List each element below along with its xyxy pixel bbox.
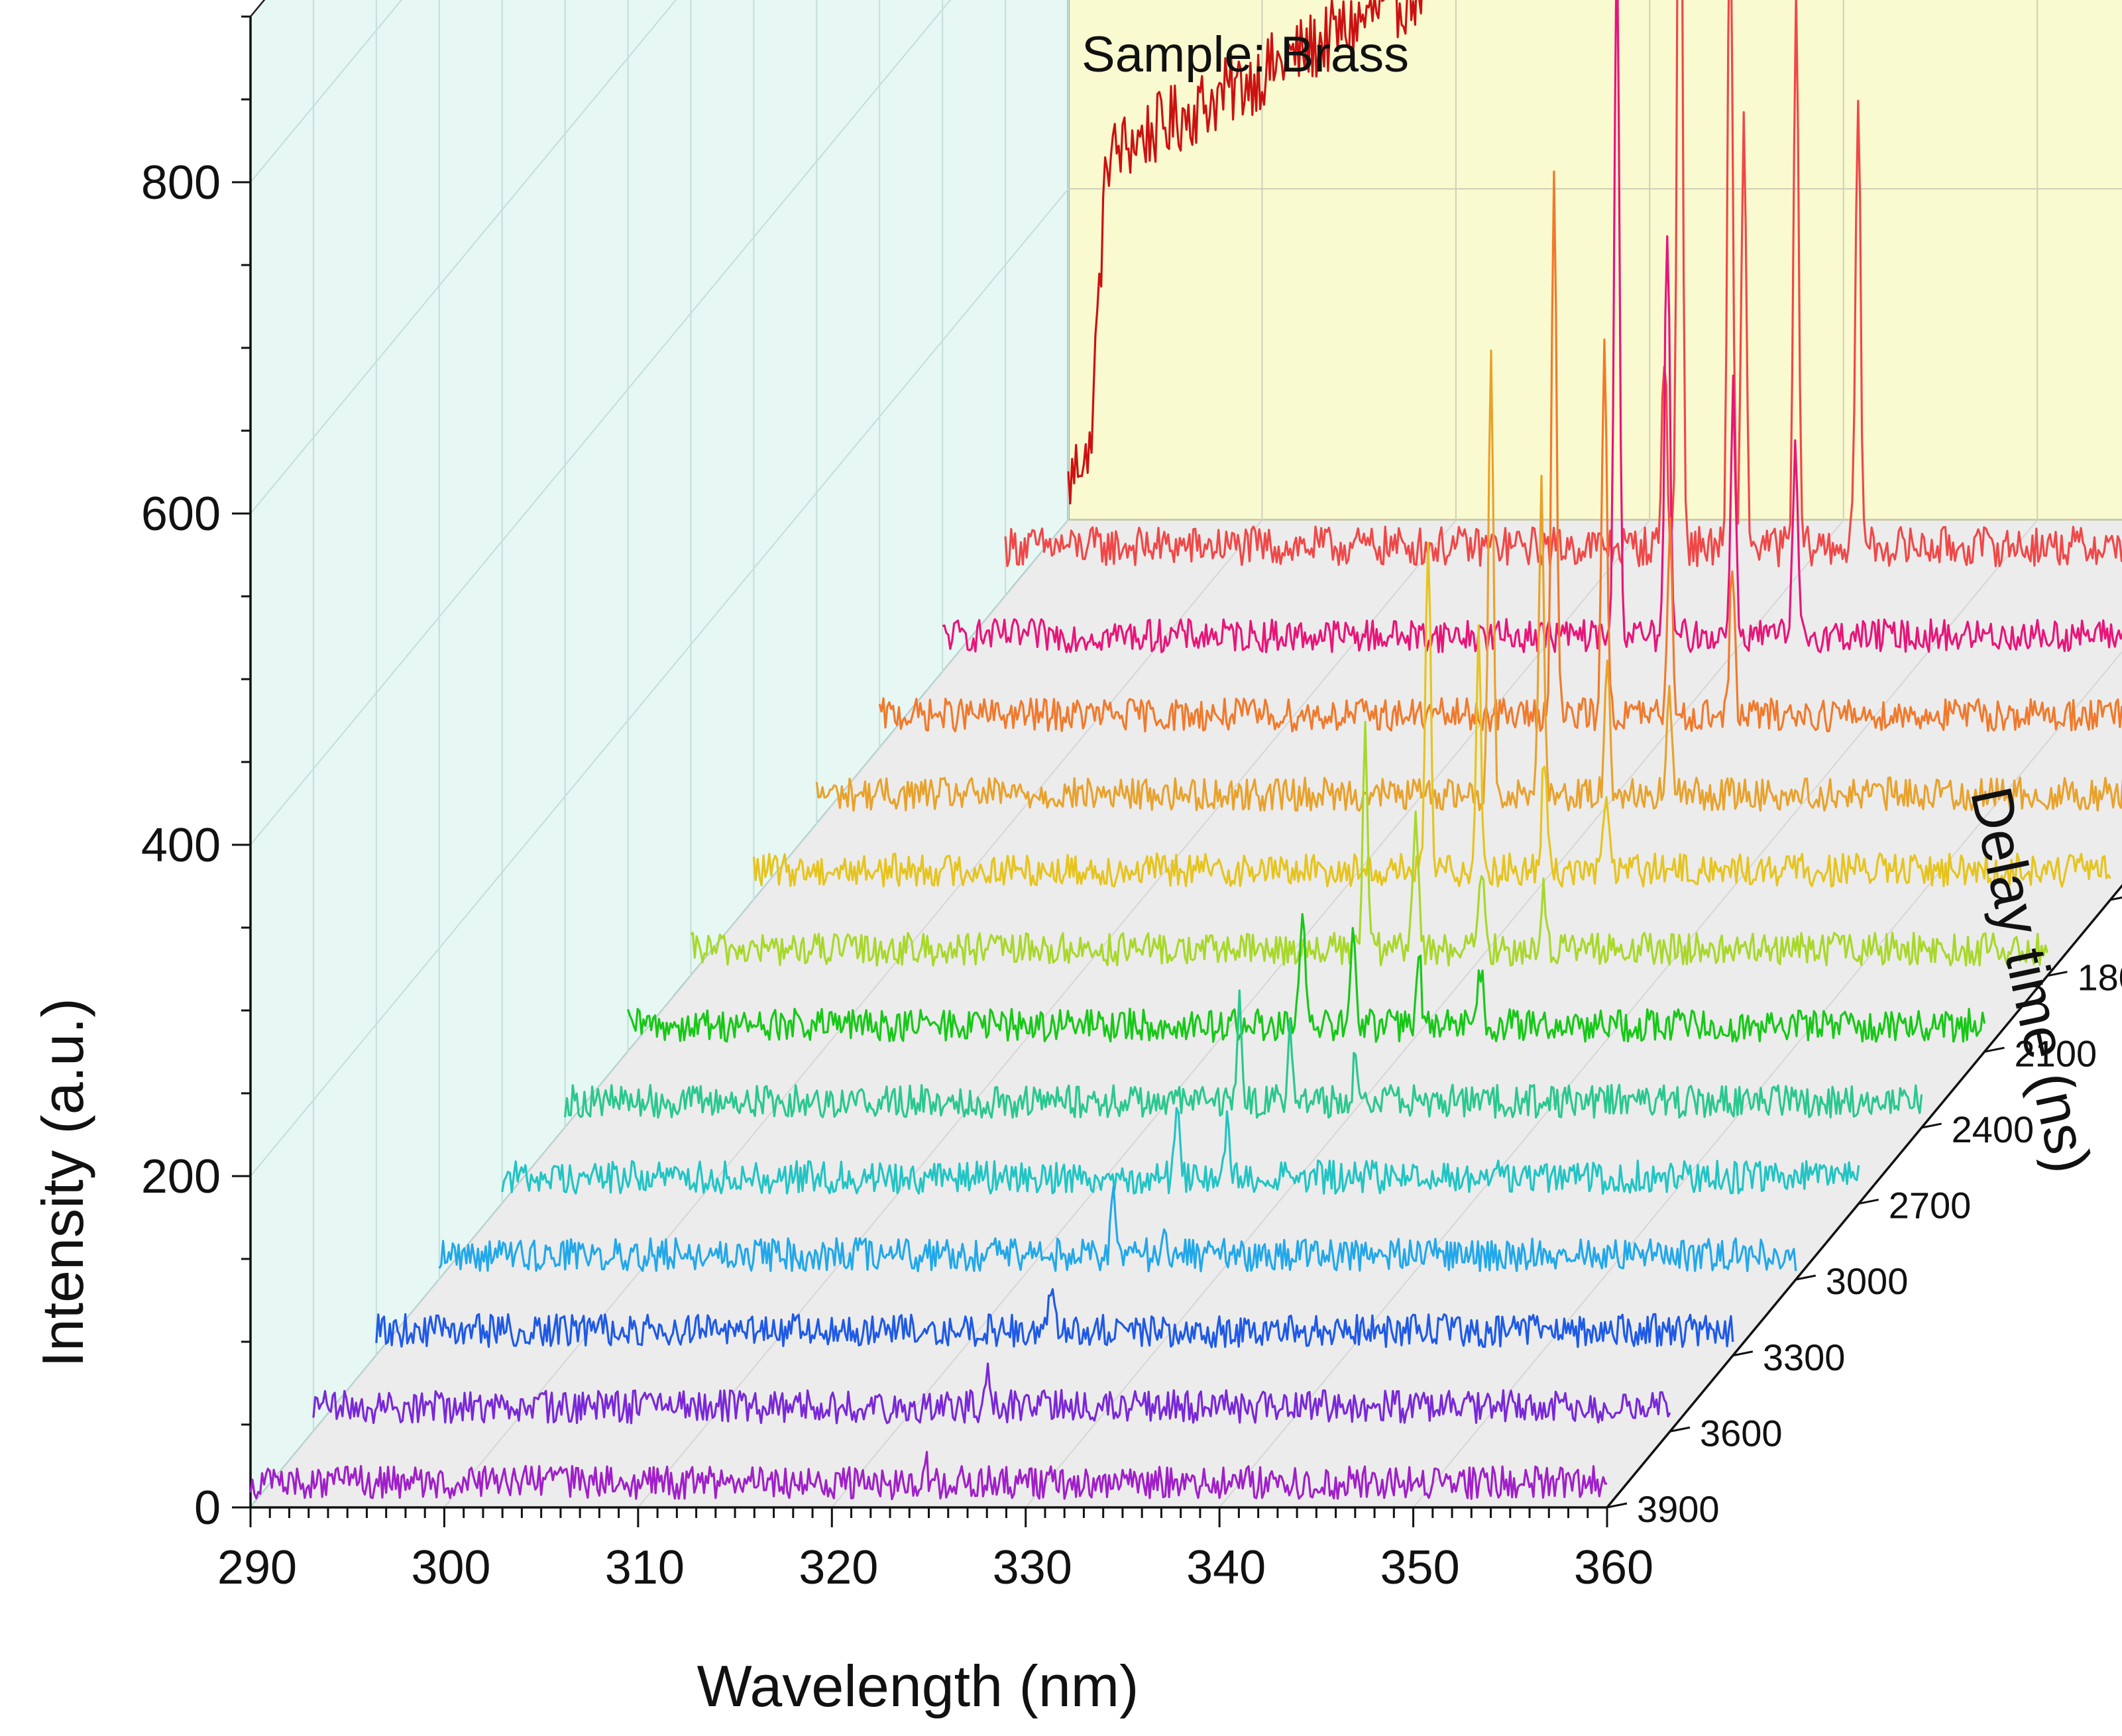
series-line-3600 xyxy=(312,1362,1671,1425)
x-tick-label: 320 xyxy=(799,1541,878,1594)
side-wall-gridline xyxy=(250,188,1069,1177)
series-line-900 xyxy=(878,170,2122,733)
z-axis-line xyxy=(1606,884,2122,1509)
x-tick-label: 340 xyxy=(1186,1541,1266,1594)
z-tick xyxy=(1858,1199,1879,1205)
z-tick-label: 2700 xyxy=(1889,1185,1972,1226)
z-tick-label: 3000 xyxy=(1826,1260,1909,1302)
series-line-1800 xyxy=(690,720,2049,967)
floor-plane xyxy=(251,520,2122,1507)
series-line-3300 xyxy=(375,1288,1734,1348)
chart-tick-labels: 290 300 310 320 330 340 350 3600 200 400 600 800 0 30… xyxy=(141,156,2122,1594)
x-axis-label: Wavelength (nm) xyxy=(697,1653,1139,1719)
x-tick-label: 350 xyxy=(1380,1541,1460,1594)
z-tick-label: 3900 xyxy=(1637,1488,1720,1530)
z-tick xyxy=(2110,896,2122,901)
z-tick xyxy=(1795,1274,1816,1281)
series-line-600 xyxy=(942,0,2122,653)
series-line-0 xyxy=(1067,0,1423,505)
z-tick xyxy=(1732,1350,1754,1357)
z-tick xyxy=(1606,1502,1628,1509)
series-line-1500 xyxy=(752,541,2111,888)
y-tick-label: 400 xyxy=(141,819,221,872)
chart-axes xyxy=(232,15,2122,1527)
y-tick-label: 800 xyxy=(141,156,221,209)
z-tick-label: 3300 xyxy=(1763,1336,1846,1378)
series-line-2100 xyxy=(626,913,1986,1043)
x-tick-label: 310 xyxy=(605,1541,685,1594)
x-tick-label: 300 xyxy=(411,1541,490,1594)
z-tick-label: 1800 xyxy=(2077,957,2122,999)
floor-gridline xyxy=(1412,651,2122,1508)
series-line-1200 xyxy=(815,349,2122,812)
y-tick-label: 0 xyxy=(194,1482,221,1535)
z-tick xyxy=(1669,1426,1691,1433)
z-tick xyxy=(1921,1122,1942,1129)
side-wall-gridline xyxy=(250,0,403,183)
series-line-2400 xyxy=(564,989,1923,1119)
series-line-2700 xyxy=(501,1107,1860,1195)
z-tick xyxy=(1984,1046,2005,1053)
y-tick-label: 600 xyxy=(141,488,221,541)
x-tick-label: 290 xyxy=(217,1541,297,1594)
series-line-300 xyxy=(1004,0,2122,568)
y-axis-label: Intensity (a.u.) xyxy=(30,998,95,1368)
z-tick-label: 2100 xyxy=(2015,1032,2097,1074)
series-line-3000 xyxy=(438,1185,1797,1273)
z-tick-label: 3600 xyxy=(1700,1412,1783,1454)
x-tick-label: 330 xyxy=(993,1541,1072,1594)
series-line-3900 xyxy=(249,1450,1608,1501)
floor-gridline xyxy=(1025,519,1844,1508)
x-tick-label: 360 xyxy=(1574,1541,1653,1594)
chart-title: Sample: Brass xyxy=(1082,27,1409,83)
side-wall-gridline xyxy=(250,0,677,514)
side-wall-gridline xyxy=(250,0,952,845)
z-tick xyxy=(2047,971,2068,977)
floor-gridline xyxy=(638,519,1457,1508)
z-tick-label: 2400 xyxy=(1952,1109,2035,1150)
chart-series-group xyxy=(249,0,2122,1501)
y-tick-label: 200 xyxy=(141,1150,221,1203)
